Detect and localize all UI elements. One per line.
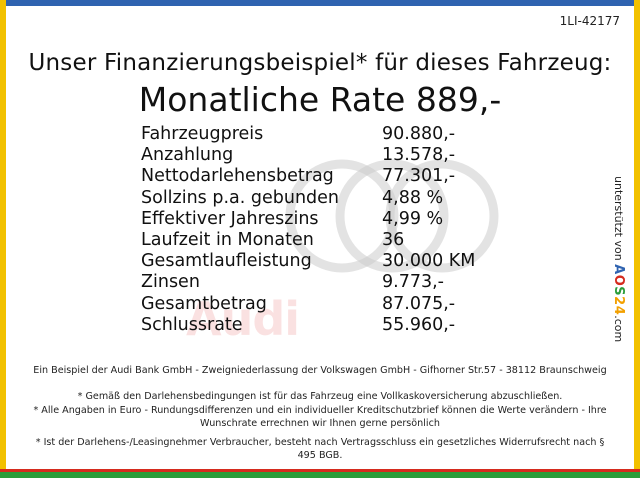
row-label: Gesamtlaufleistung bbox=[141, 251, 312, 272]
row-label: Laufzeit in Monaten bbox=[141, 229, 314, 250]
frame-left-bar bbox=[0, 0, 6, 478]
aos24-logo: AOS24 bbox=[611, 264, 626, 316]
footer-withdrawal-note: * Ist der Darlehens-/Leasingnehmer Verbr… bbox=[35, 437, 605, 461]
row-value: 13.578,- bbox=[382, 145, 456, 166]
row-label: Zinsen bbox=[141, 272, 200, 293]
row-value: 36 bbox=[382, 229, 405, 250]
frame-bottom-bar bbox=[0, 472, 640, 478]
row-value: 77.301,- bbox=[382, 166, 456, 187]
row-label: Fahrzeugpreis bbox=[141, 124, 264, 144]
row-label: Schlussrate bbox=[141, 314, 243, 335]
reference-code: 1LI-42177 bbox=[559, 14, 620, 28]
audi-rings-watermark bbox=[230, 118, 530, 338]
row-label: Nettodarlehensbetrag bbox=[141, 166, 334, 187]
row-label: Sollzins p.a. gebunden bbox=[141, 187, 340, 208]
row-value: 4,99 % bbox=[382, 208, 444, 229]
audi-watermark-text: Audi bbox=[186, 292, 300, 346]
headline: Unser Finanzierungsbeispiel* für dieses … bbox=[28, 50, 612, 76]
frame-bottom-accent-bar bbox=[0, 469, 640, 472]
row-value: 9.773,- bbox=[382, 272, 444, 293]
frame-top-bar bbox=[0, 0, 640, 6]
frame-right-bar bbox=[634, 0, 640, 478]
row-value: 87.075,- bbox=[382, 293, 456, 314]
footer-insurance-note: * Gemäß den Darlehensbedingungen ist für… bbox=[77, 391, 563, 402]
row-value: 90.880,- bbox=[382, 124, 456, 144]
footer-bank-info: Ein Beispiel der Audi Bank GmbH - Zweign… bbox=[33, 365, 607, 376]
row-value: 4,88 % bbox=[382, 187, 444, 208]
supported-by-badge: unterstützt von AOS24.com bbox=[602, 176, 630, 346]
row-value: 55.960,- bbox=[382, 314, 456, 335]
row-value: 30.000 KM bbox=[382, 251, 476, 272]
monthly-rate: Monatliche Rate 889,- bbox=[138, 80, 502, 119]
row-label: Effektiver Jahreszins bbox=[141, 208, 319, 229]
supported-by-text: unterstützt von AOS24.com bbox=[611, 176, 626, 342]
row-label: Gesamtbetrag bbox=[141, 293, 267, 314]
aos24-tld: .com bbox=[612, 315, 625, 343]
supported-by-prefix: unterstützt von bbox=[612, 176, 625, 265]
footer-rounding-note: * Alle Angaben in Euro - Rundungsdiffere… bbox=[33, 405, 607, 429]
row-label: Anzahlung bbox=[141, 145, 234, 166]
